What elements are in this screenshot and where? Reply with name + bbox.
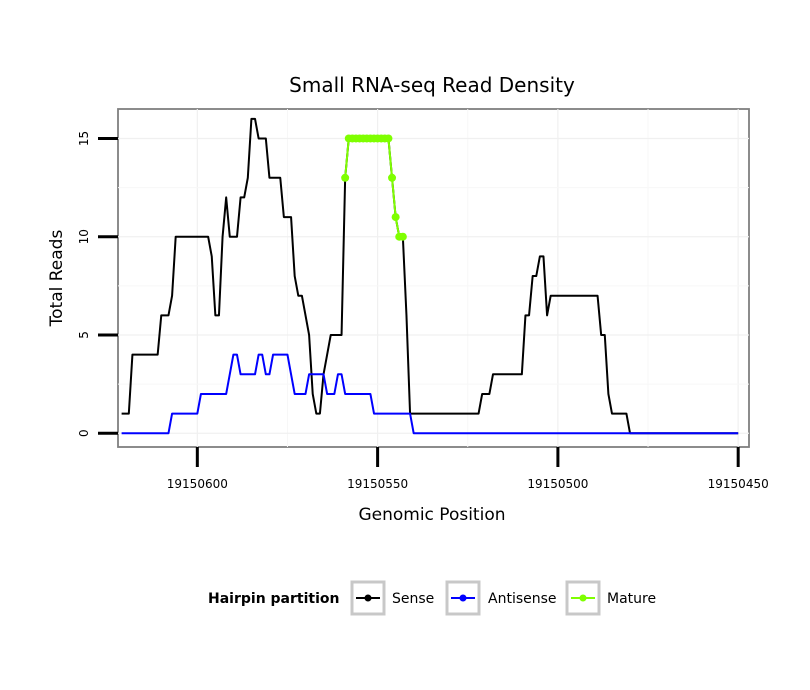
y-tick-label-1: 5 [77,331,91,339]
legend-label-sense: Sense [392,591,434,607]
legend-swatch-mature-point [579,594,587,602]
axes: 0 5 10 15 19150600 19150550 19150500 19150450 [77,131,769,491]
series-mature-point-0 [341,173,350,182]
grid-lines [118,109,749,447]
x-axis-title: Genomic Position [358,505,505,525]
legend-entry-sense: Sense [350,580,434,616]
series-lines [121,117,739,435]
x-tick-label-0: 19150600 [167,477,228,491]
x-tick-label-2: 19150500 [527,477,588,491]
legend: Hairpin partition Sense Antisense Mature [208,580,656,616]
legend-swatch-antisense-point [459,594,467,602]
chart-title: Small RNA-seq Read Density [289,73,575,97]
series-mature-point-12 [384,134,393,143]
series-mature-point-14 [391,213,400,222]
y-tick-label-3: 15 [77,131,91,146]
legend-title: Hairpin partition [208,591,339,607]
legend-swatch-sense-point [364,594,372,602]
legend-label-antisense: Antisense [488,591,557,607]
legend-entry-antisense: Antisense [445,580,557,616]
series-antisense-line [121,353,739,435]
series-mature-point-13 [388,173,397,182]
x-tick-label-1: 19150550 [347,477,408,491]
series-mature-point-16 [398,232,407,241]
plot-panel [117,108,750,448]
legend-label-mature: Mature [607,591,656,607]
x-tick-label-3: 19150450 [708,477,769,491]
y-axis-title: Total Reads [47,230,67,328]
legend-entry-mature: Mature [565,580,656,616]
y-tick-label-2: 10 [77,229,91,244]
y-tick-label-0: 0 [77,429,91,437]
